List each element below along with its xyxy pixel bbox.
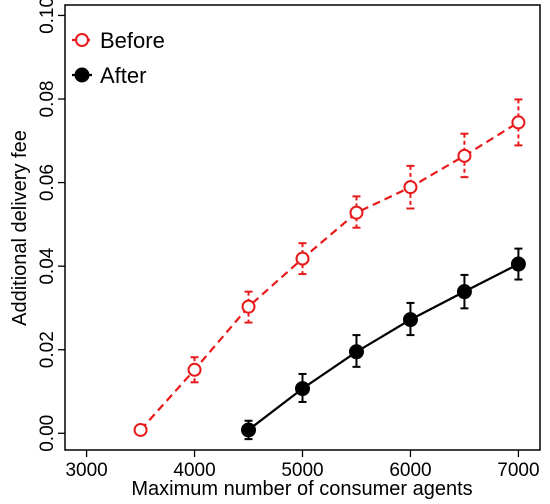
legend: Before After — [72, 28, 165, 88]
data-point-after-1 — [295, 381, 310, 397]
data-point-before-2 — [241, 299, 256, 314]
x-tick-label-6000: 6000 — [389, 460, 431, 481]
y-axis: 0.00 0.02 0.04 0.06 0.08 0.10 — [37, 0, 65, 452]
legend-item-after: After — [72, 63, 146, 88]
legend-marker-after — [74, 67, 90, 83]
data-point-after-0 — [241, 422, 257, 438]
data-point-after-5 — [510, 256, 526, 272]
data-point-before-6 — [457, 148, 472, 163]
legend-label-before: Before — [100, 28, 165, 53]
x-tick-label-5000: 5000 — [281, 460, 323, 481]
data-point-before-4 — [349, 205, 364, 220]
series-layer — [133, 98, 526, 441]
series-before — [133, 98, 526, 437]
legend-marker-before — [75, 33, 89, 47]
y-tick-label-2: 0.04 — [37, 247, 58, 284]
data-point-after-3 — [402, 312, 418, 328]
x-tick-label-4000: 4000 — [173, 460, 215, 481]
legend-label-after: After — [100, 63, 146, 88]
legend-item-before: Before — [72, 28, 165, 53]
x-tick-label-3000: 3000 — [65, 460, 107, 481]
x-axis: 3000 4000 5000 6000 7000 — [65, 450, 540, 481]
data-point-before-1 — [187, 362, 202, 377]
series-after — [241, 247, 526, 441]
y-tick-label-0: 0.00 — [37, 415, 58, 452]
y-tick-label-3: 0.06 — [37, 164, 58, 201]
data-point-before-3 — [295, 251, 310, 266]
series-line-before — [139, 121, 519, 431]
x-tick-label-7000: 7000 — [497, 460, 539, 481]
data-point-before-0 — [133, 422, 148, 437]
y-axis-title: Additional delivery fee — [9, 130, 31, 326]
data-point-before-7 — [511, 115, 526, 130]
y-tick-label-4: 0.08 — [37, 81, 58, 118]
y-tick-label-1: 0.02 — [37, 331, 58, 368]
series-line-after — [247, 263, 519, 431]
data-point-after-2 — [348, 344, 364, 360]
data-point-after-4 — [456, 284, 472, 300]
x-axis-title: Maximum number of consumer agents — [131, 478, 472, 500]
y-tick-label-5: 0.10 — [37, 0, 58, 34]
data-point-before-5 — [403, 180, 418, 195]
